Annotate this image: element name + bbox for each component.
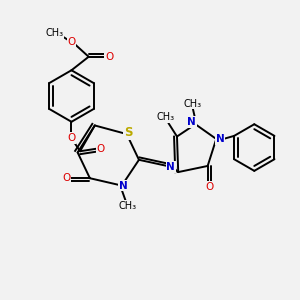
Text: N: N [167, 162, 175, 172]
Text: N: N [216, 134, 224, 144]
Text: CH₃: CH₃ [45, 28, 63, 38]
Text: O: O [205, 182, 213, 192]
Text: O: O [62, 173, 70, 183]
Text: CH₃: CH₃ [157, 112, 175, 122]
Text: N: N [118, 181, 127, 190]
Text: O: O [105, 52, 113, 62]
Text: O: O [68, 37, 76, 47]
Text: O: O [97, 144, 105, 154]
Text: N: N [187, 117, 196, 127]
Text: S: S [124, 126, 133, 139]
Text: CH₃: CH₃ [184, 99, 202, 109]
Text: O: O [68, 133, 76, 143]
Text: CH₃: CH₃ [119, 201, 137, 211]
